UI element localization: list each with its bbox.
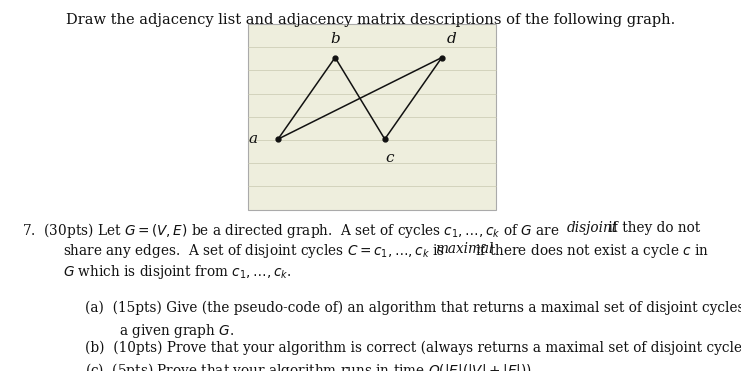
Text: disjoint: disjoint [567,221,618,235]
Text: b: b [330,32,340,46]
Text: a: a [249,132,258,146]
Text: Draw the adjacency list and adjacency matrix descriptions of the following graph: Draw the adjacency list and adjacency ma… [66,13,675,27]
Text: share any edges.  A set of disjoint cycles $C = c_1,\ldots,c_k$ is: share any edges. A set of disjoint cycle… [63,242,446,260]
Text: 7.  (30pts) Let $G = (V, E)$ be a directed graph.  A set of cycles $c_1,\ldots,c: 7. (30pts) Let $G = (V, E)$ be a directe… [22,221,560,240]
Text: a given graph $G$.: a given graph $G$. [119,322,233,340]
Text: (a)  (15pts) Give (the pseudo-code of) an algorithm that returns a maximal set o: (a) (15pts) Give (the pseudo-code of) an… [85,301,741,315]
Text: if there does not exist a cycle $c$ in: if there does not exist a cycle $c$ in [471,242,709,260]
Text: $G$ which is disjoint from $c_1,\ldots,c_k$.: $G$ which is disjoint from $c_1,\ldots,c… [63,263,291,281]
Text: if they do not: if they do not [604,221,700,235]
Text: (c)  (5pts) Prove that your algorithm runs in time $O(|E|(|V| + |E|))$.: (c) (5pts) Prove that your algorithm run… [85,361,536,371]
Text: maximal: maximal [435,242,494,256]
Bar [248,24,496,210]
Text: d: d [447,32,456,46]
Text: (b)  (10pts) Prove that your algorithm is correct (always returns a maximal set : (b) (10pts) Prove that your algorithm is… [85,340,741,355]
Text: c: c [385,151,394,165]
